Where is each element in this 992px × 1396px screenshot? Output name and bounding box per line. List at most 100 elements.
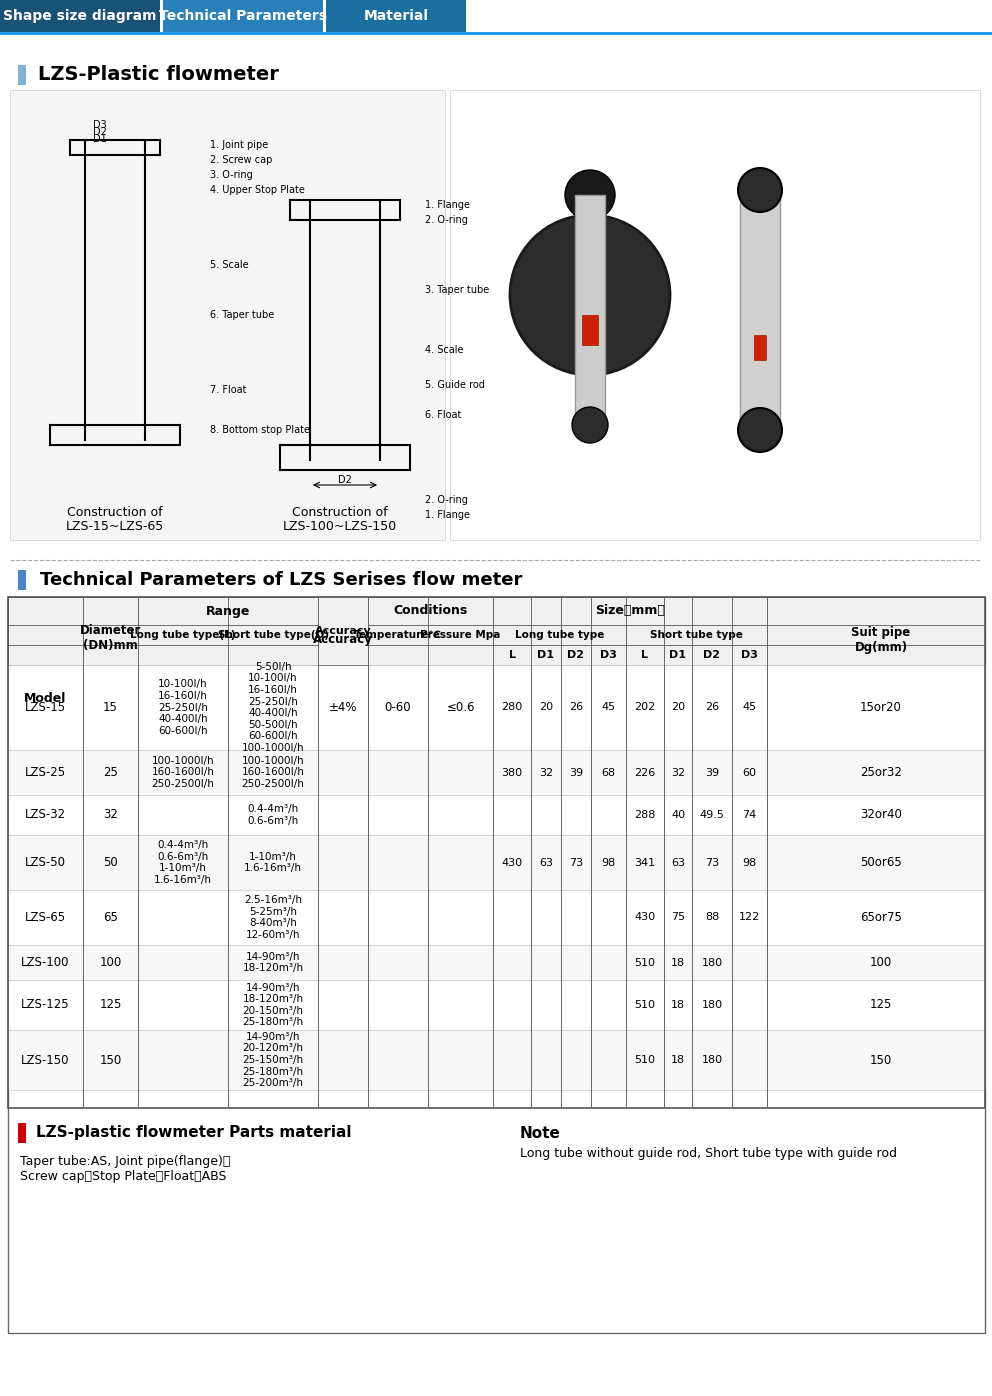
Text: D3: D3 [93,120,107,130]
Text: 32: 32 [103,808,118,821]
Text: 430: 430 [635,913,656,923]
Text: 180: 180 [701,1000,722,1009]
Text: L: L [642,651,649,660]
Text: 3. O-ring: 3. O-ring [210,170,253,180]
Circle shape [738,408,782,452]
Text: 7. Float: 7. Float [210,385,246,395]
Bar [8,645,985,664]
Text: 75: 75 [671,913,685,923]
Text: 226: 226 [634,768,656,778]
Text: 2.5-16m³/h
5-25m³/h
8-40m³/h
12-60m³/h: 2.5-16m³/h 5-25m³/h 8-40m³/h 12-60m³/h [244,895,302,940]
Text: 63: 63 [539,857,553,867]
Bar [493,597,767,625]
Text: LZS-15~LZS-65: LZS-15~LZS-65 [65,519,164,532]
Text: 100: 100 [99,956,122,969]
Bar [8,625,985,645]
Text: 0.4-4m³/h
0.6-6m³/h
1-10m³/h
1.6-16m³/h: 0.4-4m³/h 0.6-6m³/h 1-10m³/h 1.6-16m³/h [154,840,212,885]
Circle shape [510,215,670,376]
Text: 88: 88 [705,913,719,923]
Text: 5. Scale: 5. Scale [210,260,249,269]
Text: 122: 122 [739,913,760,923]
Text: 2. O-ring: 2. O-ring [425,215,468,225]
Bar [8,945,985,980]
Text: LZS-100~LZS-150: LZS-100~LZS-150 [283,519,397,532]
Text: D3: D3 [741,651,758,660]
Text: Accuracy: Accuracy [313,634,373,646]
Text: 125: 125 [99,998,122,1012]
Bar [8,980,985,1030]
Text: 68: 68 [601,768,616,778]
Text: LZS-25: LZS-25 [25,766,66,779]
Bar [8,794,985,835]
Text: 280: 280 [501,702,523,712]
Text: D2: D2 [703,651,720,660]
Text: 40: 40 [671,810,685,819]
Text: 510: 510 [635,1000,656,1009]
Text: 15or20: 15or20 [860,701,902,713]
Text: 50: 50 [103,856,118,868]
Text: D2: D2 [338,475,352,484]
Text: D3: D3 [600,651,617,660]
Bar [8,597,985,1108]
Text: Range: Range [205,604,250,617]
Text: 0.4-4m³/h
0.6-6m³/h: 0.4-4m³/h 0.6-6m³/h [247,804,299,826]
Text: 510: 510 [635,1055,656,1065]
Text: 14-90m³/h
20-120m³/h
25-150m³/h
25-180m³/h
25-200m³/h: 14-90m³/h 20-120m³/h 25-150m³/h 25-180m³… [242,1032,304,1089]
Text: 380: 380 [501,768,523,778]
Bar [754,335,766,360]
Text: 100-1000l/h
160-1600l/h
250-2500l/h: 100-1000l/h 160-1600l/h 250-2500l/h [242,755,305,789]
Text: 50or65: 50or65 [860,856,902,868]
Text: 150: 150 [870,1054,892,1067]
Text: 39: 39 [705,768,719,778]
Text: 1. Flange: 1. Flange [425,200,470,209]
Text: 2. O-ring: 2. O-ring [425,496,468,505]
Text: LZS-150: LZS-150 [21,1054,69,1067]
Text: 1. Joint pipe: 1. Joint pipe [210,140,268,149]
Bar [626,625,767,645]
Bar [8,1030,985,1090]
Bar [138,597,318,625]
Text: 65or75: 65or75 [860,912,902,924]
Text: 98: 98 [742,857,757,867]
Text: Short tube type(D): Short tube type(D) [217,630,328,639]
Text: D2: D2 [93,127,107,137]
Bar [10,89,445,540]
Text: 100: 100 [870,956,892,969]
Text: Construction of: Construction of [293,505,388,518]
Text: Accuracy: Accuracy [314,625,371,637]
Text: 98: 98 [601,857,616,867]
Text: Diameter
(DN)mm: Diameter (DN)mm [79,624,141,652]
Text: 18: 18 [671,958,685,967]
Text: D1: D1 [538,651,555,660]
Text: 20: 20 [671,702,685,712]
Text: 341: 341 [635,857,656,867]
Text: D1: D1 [670,651,686,660]
Text: 73: 73 [705,857,719,867]
Bar [326,0,466,32]
Text: 510: 510 [635,958,656,967]
Circle shape [565,170,615,221]
Text: L: L [509,651,516,660]
Bar [368,597,493,625]
Text: Long tube type: Long tube type [515,630,604,639]
Text: LZS-32: LZS-32 [25,808,66,821]
Text: 6. Float: 6. Float [425,410,461,420]
Bar [0,32,992,35]
Text: Model: Model [25,692,66,705]
Bar [8,597,985,625]
Text: 1-10m³/h
1.6-16m³/h: 1-10m³/h 1.6-16m³/h [244,852,302,874]
Text: 45: 45 [601,702,616,712]
Bar [493,625,626,645]
Text: ≤0.6: ≤0.6 [446,701,475,713]
Text: 3. Taper tube: 3. Taper tube [425,285,489,295]
Bar [18,66,26,85]
Bar [740,180,780,420]
Bar [18,570,26,591]
Bar [8,750,985,794]
Text: LZS-100: LZS-100 [21,956,69,969]
Text: 18: 18 [671,1000,685,1009]
Text: Construction of: Construction of [67,505,163,518]
Bar [450,89,980,540]
Text: 18: 18 [671,1055,685,1065]
Bar [318,597,368,664]
